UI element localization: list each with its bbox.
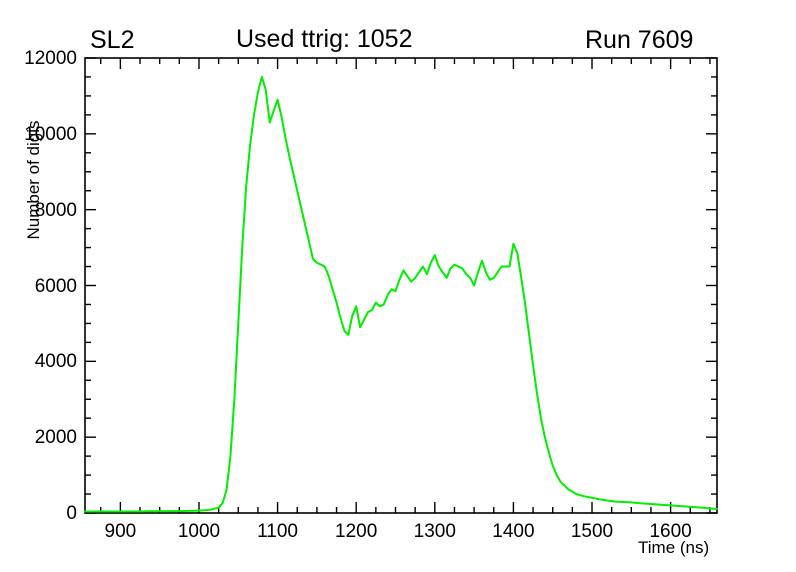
x-tick-label: 1600 xyxy=(649,521,692,542)
y-tick-label: 0 xyxy=(66,503,77,524)
x-tick-label: 1300 xyxy=(413,521,456,542)
x-tick-label: 900 xyxy=(104,521,137,542)
pad-title-left: SL2 xyxy=(90,26,135,54)
y-tick-label: 12000 xyxy=(24,48,77,69)
axis-ticks xyxy=(85,57,717,514)
x-tick-label: 1000 xyxy=(177,521,221,542)
y-tick-label: 8000 xyxy=(34,199,77,221)
axis-frame xyxy=(84,57,718,514)
x-tick-label: 1500 xyxy=(570,521,614,542)
y-tick-label: 2000 xyxy=(34,427,77,449)
y-tick-label: 6000 xyxy=(34,275,77,297)
x-tick-label: 1200 xyxy=(335,521,378,542)
x-axis-title: Time (ns) xyxy=(638,538,710,557)
x-tick-label: 1400 xyxy=(492,521,535,542)
x-tick-label: 1100 xyxy=(257,521,298,542)
histogram-line xyxy=(84,75,718,513)
pad-title-center: Used ttrig: 1052 xyxy=(236,25,413,53)
y-tick-label: 4000 xyxy=(34,351,77,373)
y-tick-label: 10000 xyxy=(24,123,77,145)
pad-title-right: Run 7609 xyxy=(585,26,694,54)
